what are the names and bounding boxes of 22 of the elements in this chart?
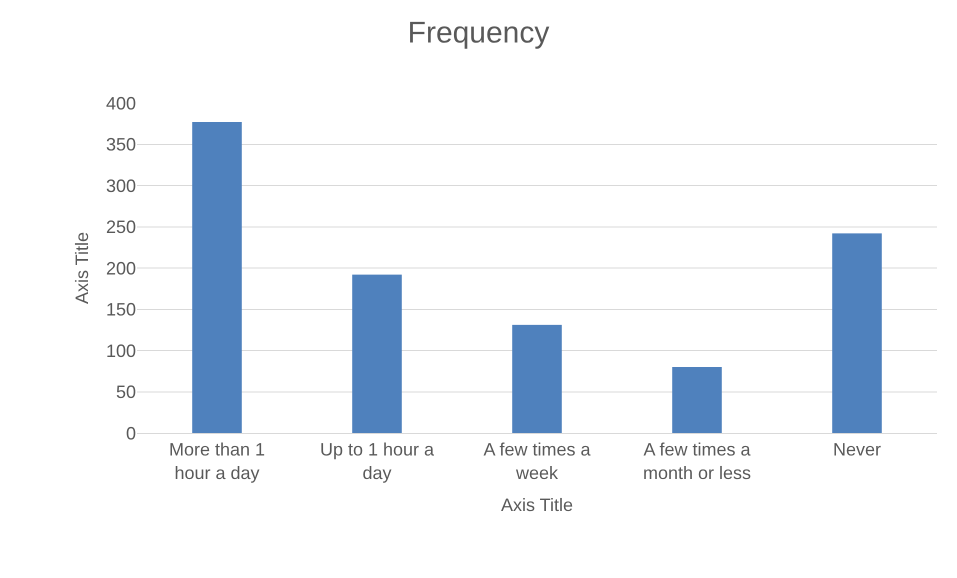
y-tick-label: 300 [106, 176, 136, 196]
y-tick-label: 150 [106, 300, 136, 320]
bar [192, 122, 242, 433]
x-tick-label: Up to 1 hour a day [320, 440, 436, 483]
x-tick-label: Never [832, 440, 882, 460]
bar [832, 233, 882, 433]
x-tick-label: A few times a week [483, 440, 592, 483]
y-tick-label: 100 [106, 340, 136, 361]
y-tick-label: 250 [106, 217, 136, 238]
chart-title: Frequency [408, 16, 550, 50]
y-tick-label: 200 [106, 258, 136, 278]
x-tick-label: More than 1 hour a day [168, 440, 266, 483]
x-axis-title: Axis Title [500, 495, 574, 516]
y-tick-label: 0 [126, 423, 136, 444]
bar [352, 274, 402, 433]
y-tick-label: 350 [106, 134, 136, 155]
x-tick-label: A few times a month or less [642, 440, 752, 483]
bar [672, 367, 722, 433]
y-tick-label: 400 [106, 93, 136, 114]
y-axis-title: Axis Title [72, 232, 92, 304]
bar [512, 324, 562, 433]
y-tick-label: 50 [116, 382, 136, 402]
